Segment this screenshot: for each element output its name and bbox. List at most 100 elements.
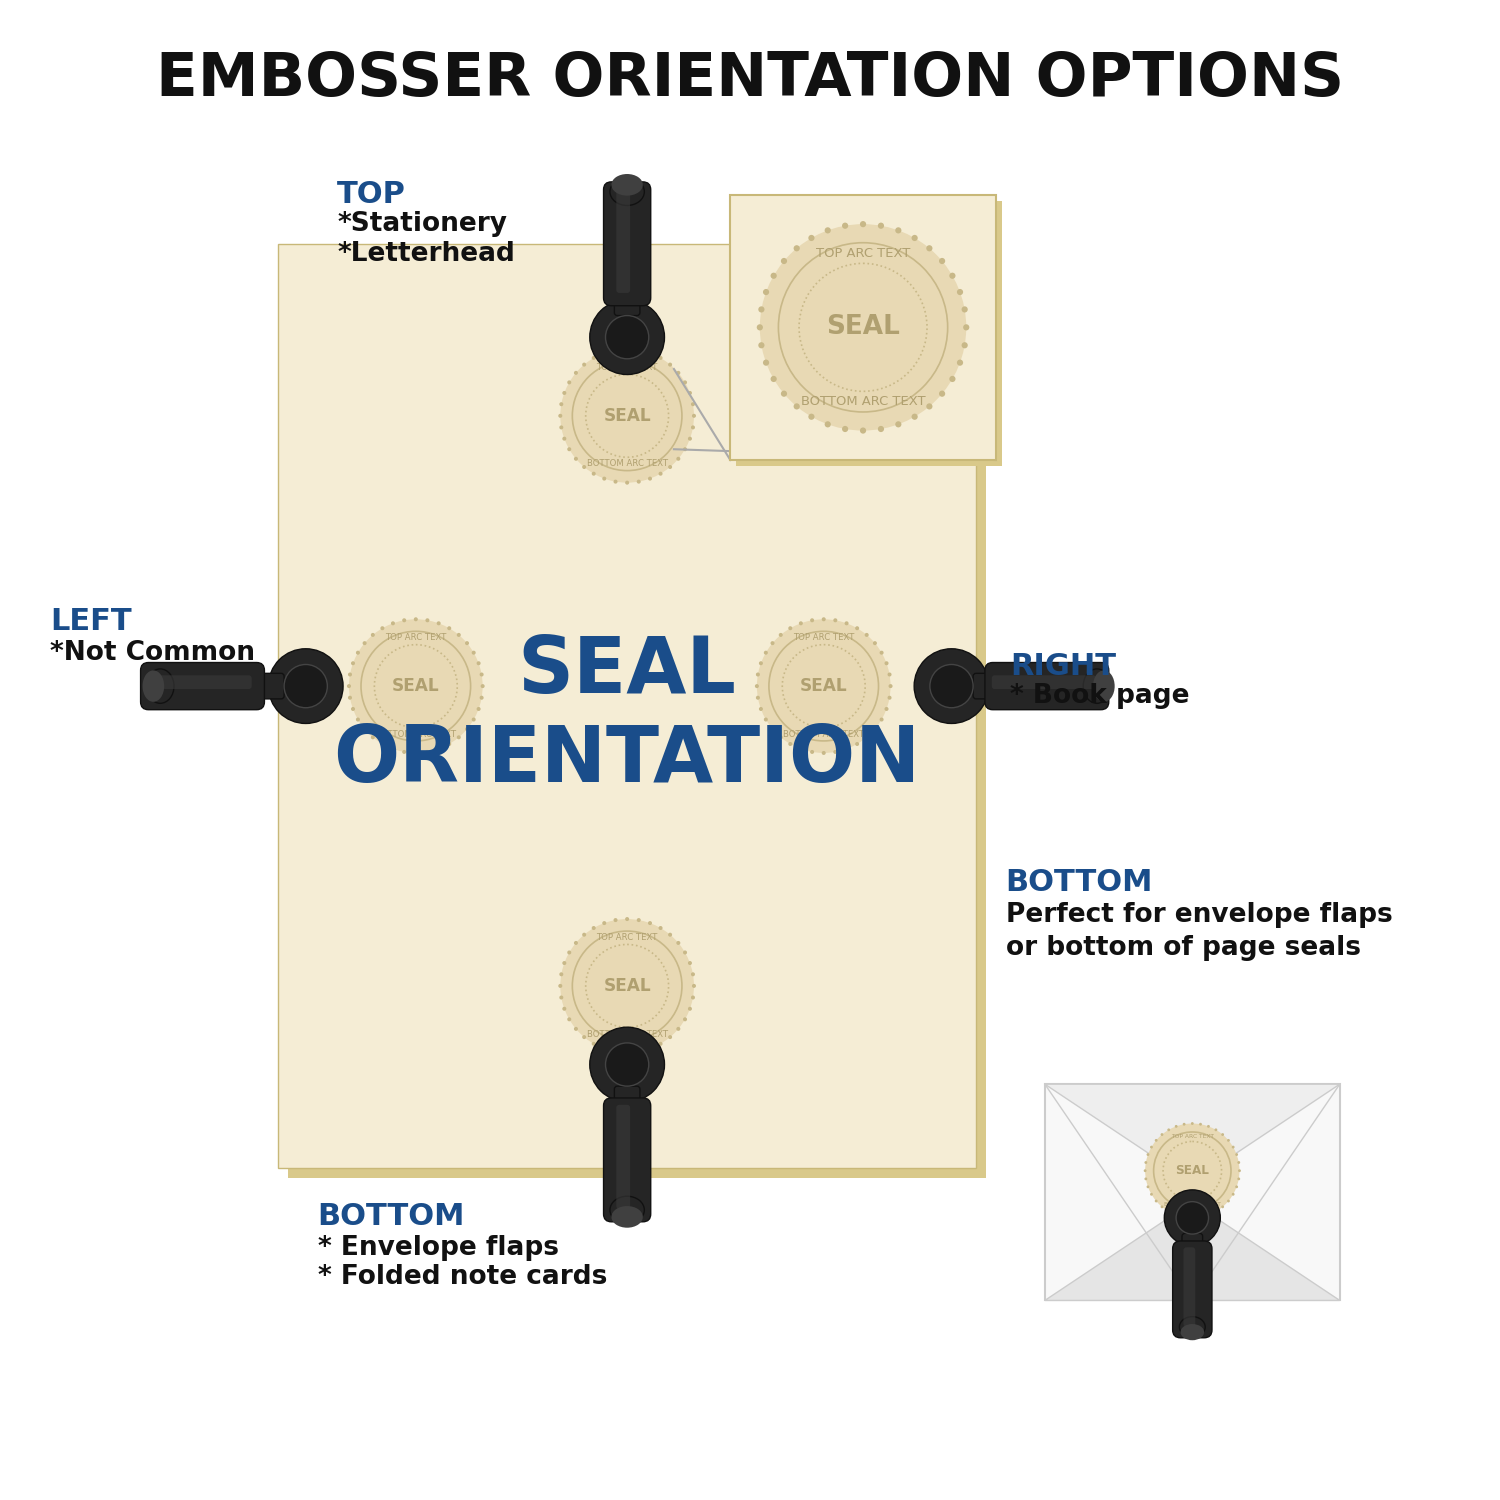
- Ellipse shape: [612, 174, 644, 195]
- Bar: [288, 254, 986, 1178]
- Bar: [278, 244, 976, 1167]
- Circle shape: [1198, 1124, 1202, 1125]
- Circle shape: [562, 392, 567, 394]
- Text: BOTTOM: BOTTOM: [1005, 868, 1154, 897]
- Circle shape: [1167, 1210, 1170, 1214]
- Circle shape: [950, 376, 956, 382]
- Text: SEAL: SEAL: [603, 406, 651, 424]
- Circle shape: [764, 360, 770, 366]
- Circle shape: [782, 258, 788, 264]
- Circle shape: [1215, 1128, 1218, 1131]
- FancyBboxPatch shape: [986, 663, 1108, 710]
- Circle shape: [1144, 1124, 1239, 1218]
- Circle shape: [1150, 1146, 1154, 1149]
- Circle shape: [676, 458, 681, 460]
- Circle shape: [808, 414, 814, 420]
- Circle shape: [381, 626, 384, 630]
- Circle shape: [350, 620, 483, 753]
- Circle shape: [668, 465, 672, 470]
- Bar: [1046, 1084, 1340, 1300]
- Circle shape: [764, 290, 770, 296]
- Circle shape: [1191, 1122, 1194, 1125]
- Circle shape: [574, 458, 578, 460]
- Circle shape: [1161, 1206, 1164, 1208]
- Circle shape: [896, 422, 902, 428]
- Circle shape: [567, 1017, 572, 1022]
- Circle shape: [758, 620, 891, 753]
- Circle shape: [1238, 1170, 1240, 1172]
- Circle shape: [658, 471, 663, 476]
- Circle shape: [888, 696, 891, 699]
- Text: BOTTOM ARC TEXT: BOTTOM ARC TEXT: [586, 459, 668, 468]
- Circle shape: [1227, 1200, 1230, 1203]
- Circle shape: [760, 224, 966, 430]
- Circle shape: [351, 706, 355, 711]
- Circle shape: [1234, 1185, 1238, 1188]
- Circle shape: [778, 633, 783, 638]
- Circle shape: [636, 918, 640, 922]
- Circle shape: [603, 1047, 606, 1050]
- Text: SEAL: SEAL: [1176, 1164, 1209, 1178]
- Circle shape: [1182, 1124, 1185, 1125]
- Circle shape: [480, 696, 483, 699]
- FancyBboxPatch shape: [249, 674, 284, 699]
- Circle shape: [414, 618, 419, 621]
- Text: LEFT: LEFT: [50, 608, 132, 636]
- Circle shape: [957, 290, 963, 296]
- Circle shape: [477, 706, 480, 711]
- Circle shape: [692, 984, 696, 988]
- Circle shape: [558, 414, 562, 419]
- Circle shape: [878, 222, 884, 230]
- Circle shape: [626, 1050, 628, 1054]
- Circle shape: [567, 951, 572, 954]
- Circle shape: [1161, 1132, 1164, 1136]
- Text: * Book page: * Book page: [1011, 682, 1190, 709]
- Circle shape: [1144, 1178, 1148, 1180]
- Ellipse shape: [142, 670, 164, 702]
- Circle shape: [939, 390, 945, 398]
- Circle shape: [567, 447, 572, 452]
- Circle shape: [692, 402, 694, 406]
- Circle shape: [939, 258, 945, 264]
- Circle shape: [692, 426, 694, 429]
- Circle shape: [471, 651, 476, 654]
- Circle shape: [561, 920, 694, 1053]
- Circle shape: [825, 228, 831, 234]
- Circle shape: [574, 1028, 578, 1030]
- Circle shape: [896, 228, 902, 234]
- Circle shape: [864, 633, 868, 638]
- Circle shape: [436, 621, 441, 626]
- Circle shape: [800, 621, 802, 626]
- Circle shape: [402, 750, 406, 754]
- Circle shape: [351, 662, 355, 666]
- Circle shape: [688, 436, 692, 441]
- Circle shape: [370, 633, 375, 638]
- Circle shape: [756, 696, 760, 699]
- Circle shape: [426, 618, 429, 622]
- Circle shape: [392, 621, 394, 626]
- Circle shape: [1238, 1178, 1240, 1180]
- Circle shape: [864, 735, 868, 740]
- Text: *Not Common: *Not Common: [50, 640, 255, 666]
- Text: TOP ARC TEXT: TOP ARC TEXT: [1172, 1134, 1214, 1138]
- FancyBboxPatch shape: [1184, 1248, 1196, 1328]
- Circle shape: [822, 752, 825, 754]
- Circle shape: [759, 662, 764, 666]
- Circle shape: [1164, 1190, 1221, 1246]
- Circle shape: [1143, 1170, 1146, 1172]
- Circle shape: [759, 342, 765, 348]
- Circle shape: [950, 273, 956, 279]
- Circle shape: [346, 684, 351, 688]
- Text: TOP ARC TEXT: TOP ARC TEXT: [816, 246, 910, 259]
- FancyBboxPatch shape: [974, 674, 1008, 699]
- Circle shape: [771, 376, 777, 382]
- Circle shape: [810, 618, 814, 622]
- Circle shape: [676, 1028, 681, 1030]
- Text: * Folded note cards: * Folded note cards: [318, 1264, 608, 1290]
- Circle shape: [834, 618, 837, 622]
- Circle shape: [834, 750, 837, 754]
- Circle shape: [810, 750, 814, 754]
- Circle shape: [560, 402, 564, 406]
- FancyBboxPatch shape: [992, 675, 1096, 688]
- Circle shape: [963, 324, 969, 330]
